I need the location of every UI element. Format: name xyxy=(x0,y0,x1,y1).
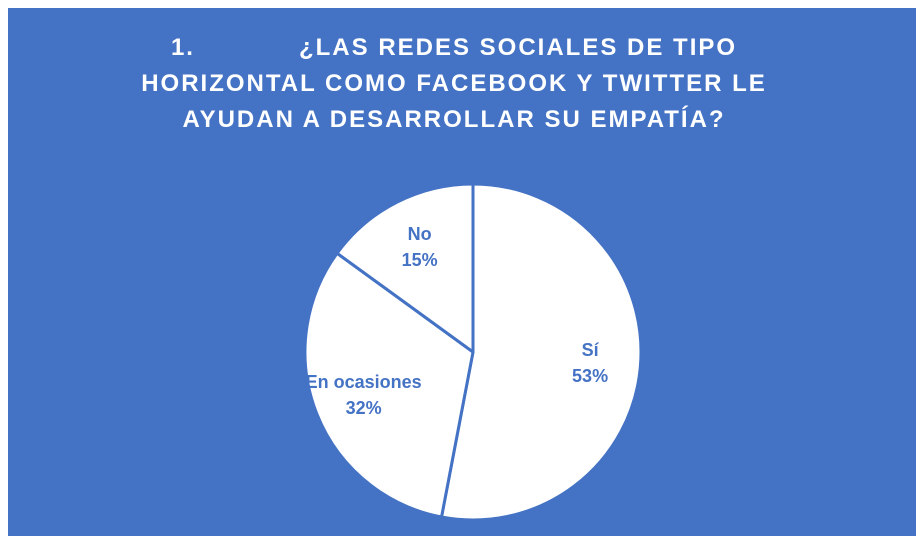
slice-value-label: 32% xyxy=(346,398,382,418)
pie-slice xyxy=(335,182,475,354)
slice-value-label: 53% xyxy=(572,366,608,386)
chart-title: 1. ¿LAS REDES SOCIALES DE TIPO HORIZONTA… xyxy=(141,34,775,133)
slice-label: Sí xyxy=(582,340,600,360)
pie-slice xyxy=(303,251,475,519)
slice-label: En ocasiones xyxy=(306,372,422,392)
slice-label: No xyxy=(408,224,432,244)
pie-slice xyxy=(440,182,643,522)
slice-value-label: 15% xyxy=(402,250,438,270)
